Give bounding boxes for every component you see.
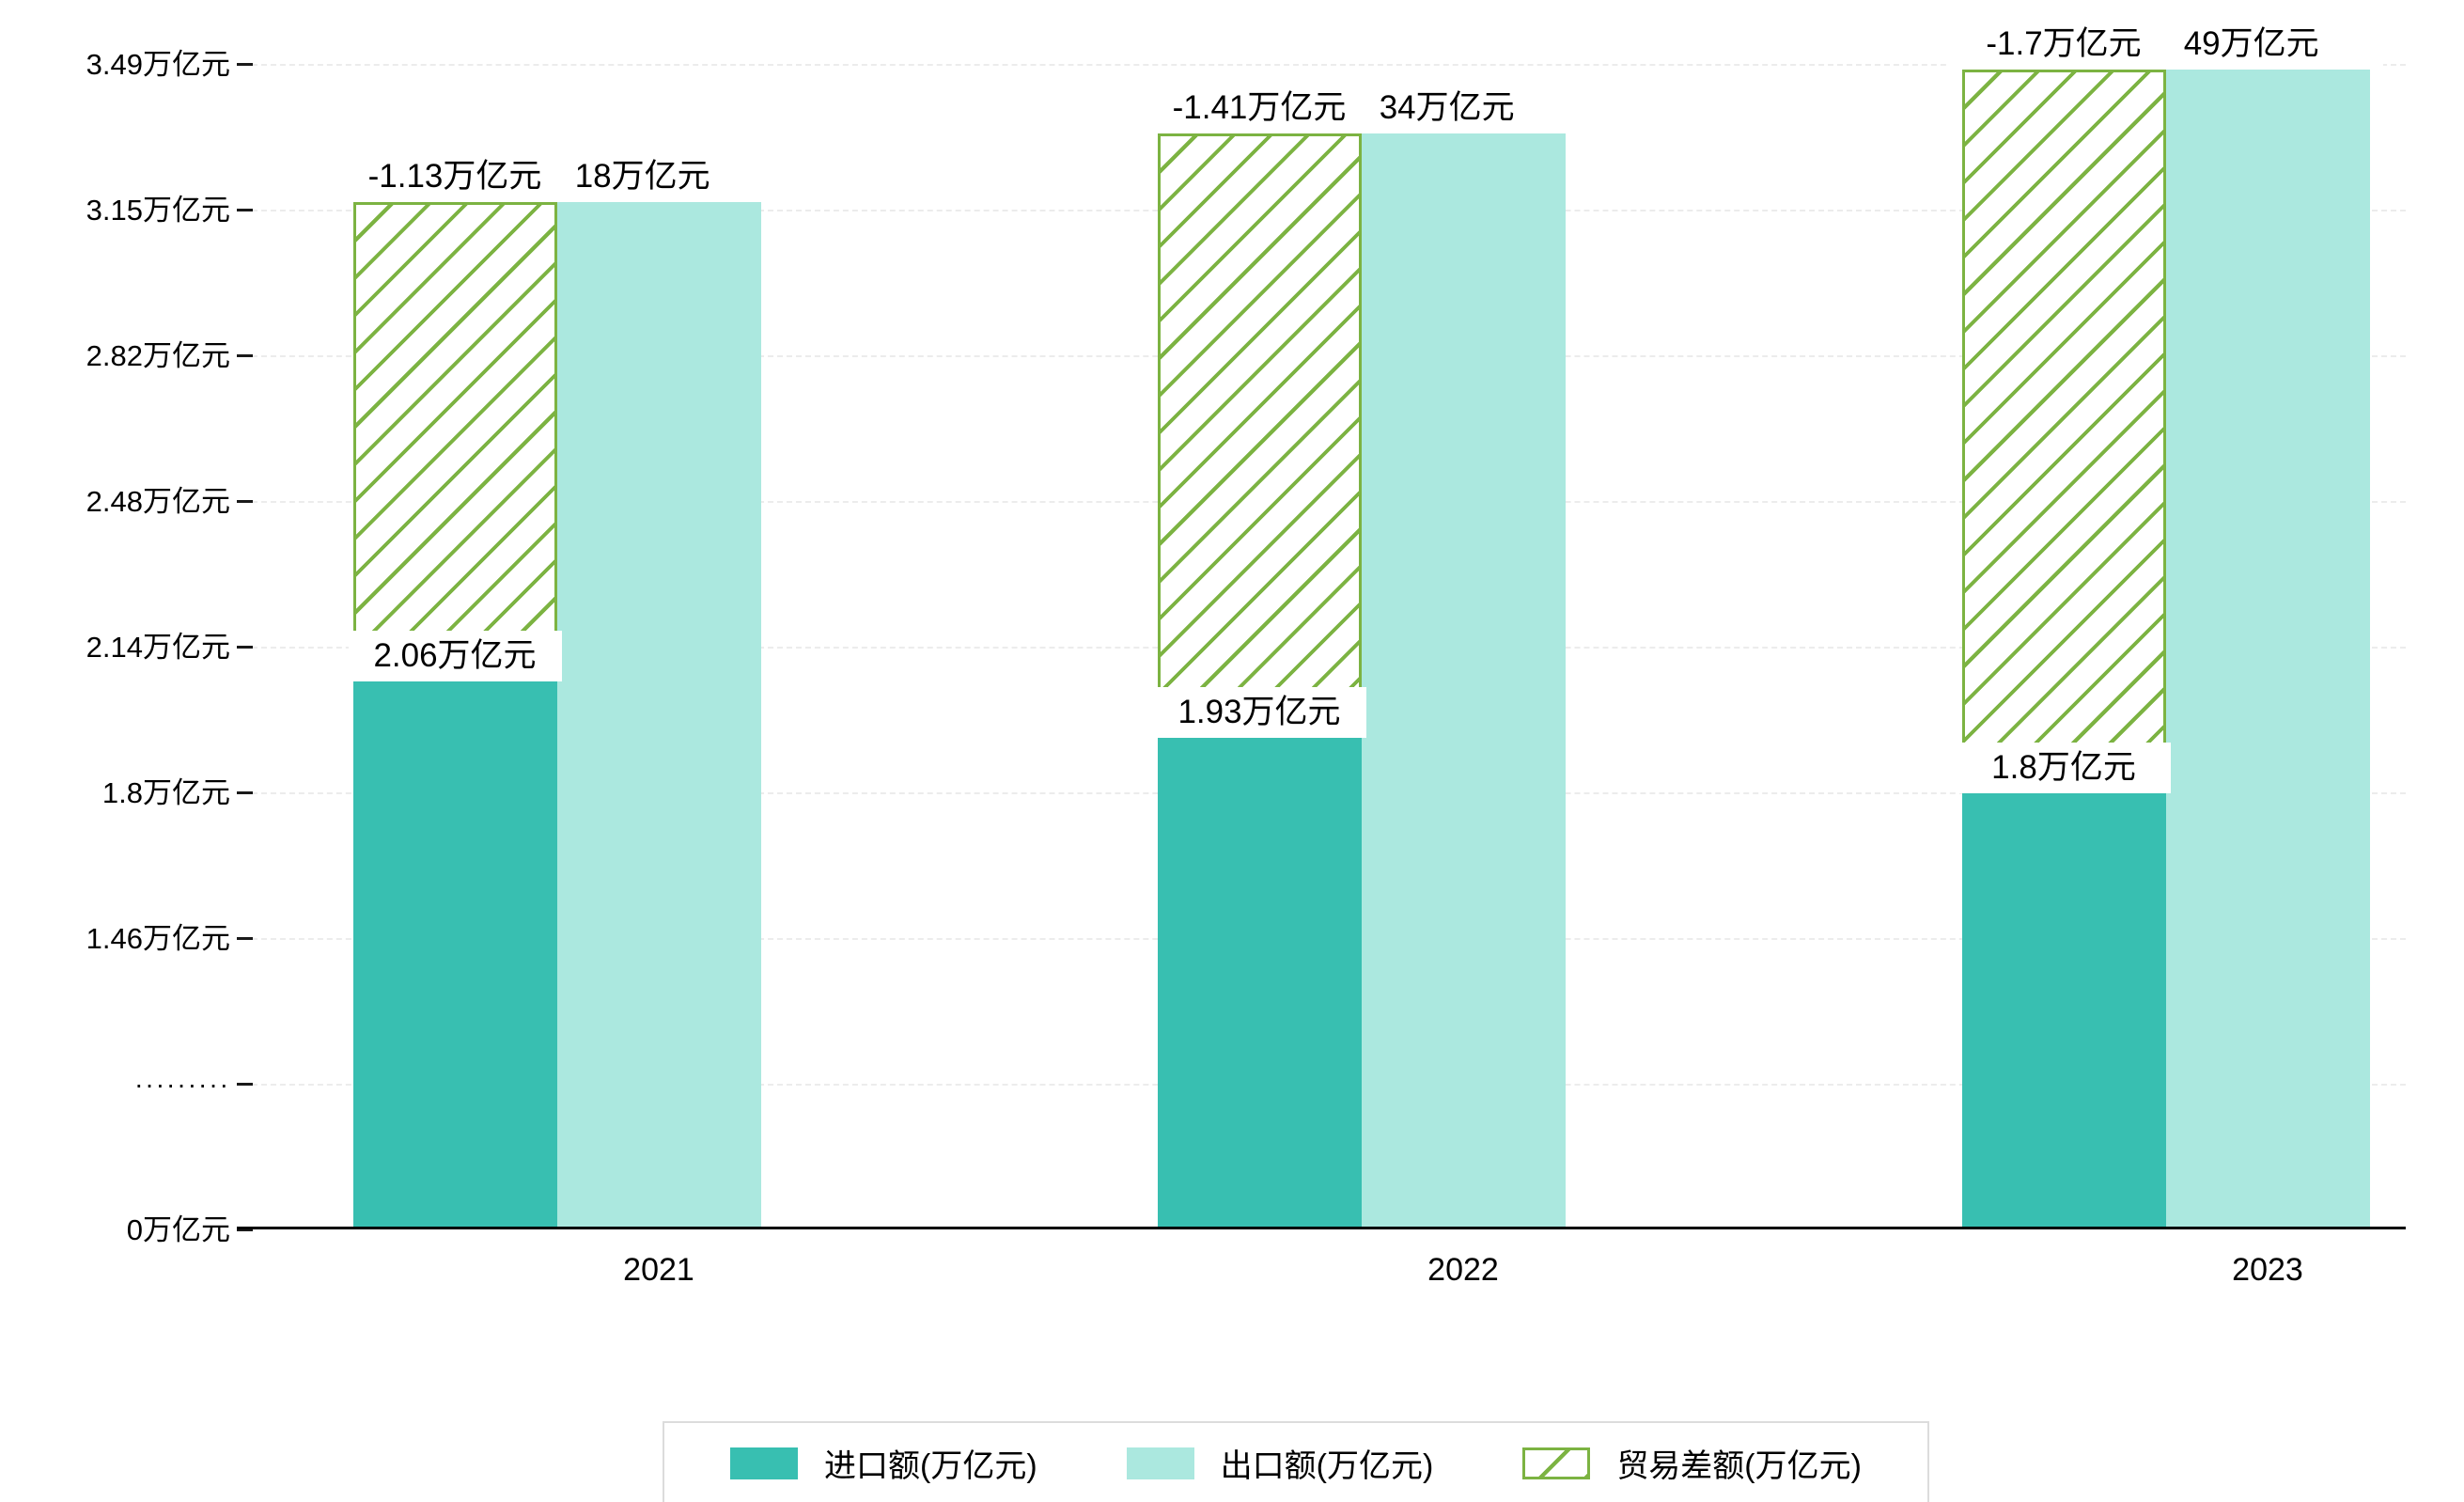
y-axis-tick-label: 3.15万亿元 — [86, 194, 230, 227]
export-bar-2023 — [2165, 69, 2370, 1227]
x-axis-tick-label: 2023 — [2232, 1252, 2303, 1288]
y-axis-tick-label: 1.46万亿元 — [86, 922, 230, 955]
imports-legend-swatch — [730, 1447, 798, 1479]
gridline — [252, 64, 2406, 66]
y-axis-tick-label: 2.48万亿元 — [86, 485, 230, 518]
y-axis-tick — [237, 354, 253, 357]
y-axis-tick-label: 2.82万亿元 — [86, 339, 230, 372]
trade-balance-bar-label-2021: -1.13万亿元 — [336, 150, 573, 202]
y-axis-tick — [237, 791, 253, 794]
y-axis-tick — [237, 209, 253, 211]
exports-legend-label: 出口额(万亿元) — [1220, 1448, 1434, 1484]
legend: 进口额(万亿元) 出口额(万亿元) 贸易差额(万亿元) — [663, 1421, 1929, 1502]
y-axis-tick — [237, 63, 253, 66]
trade-balance-legend-swatch — [1522, 1447, 1591, 1479]
export-bar-label-2022: 3.34万亿元 — [1349, 82, 1579, 133]
import-bar-2022 — [1157, 737, 1362, 1227]
y-axis-tick — [237, 500, 253, 503]
y-axis-tick — [237, 937, 253, 940]
y-axis-tick-label: 0万亿元 — [126, 1213, 230, 1246]
y-axis-tick-label: 3.49万亿元 — [86, 48, 230, 81]
exports-legend-swatch — [1126, 1447, 1194, 1479]
legend-item-imports: 进口额(万亿元) — [730, 1440, 1037, 1486]
export-bar-label-2021: 3.18万亿元 — [545, 150, 774, 202]
trade-balance-bar-label-2022: -1.41万亿元 — [1141, 82, 1378, 133]
y-axis-tick — [237, 646, 253, 649]
trade-balance-legend-label: 贸易差额(万亿元) — [1616, 1448, 1862, 1484]
legend-item-trade-balance: 贸易差额(万亿元) — [1522, 1440, 1862, 1486]
export-bar-2022 — [1361, 133, 1566, 1227]
import-bar-2023 — [1961, 793, 2166, 1227]
import-bar-label-2023: 1.8万亿元 — [1957, 743, 2171, 793]
x-axis-tick-label: 2022 — [1427, 1252, 1499, 1288]
trade-balance-bar-label-2023: -1.7万亿元 — [1945, 18, 2182, 70]
import-bar-label-2021: 2.06万亿元 — [348, 631, 562, 682]
y-axis-tick-label: 2.14万亿元 — [86, 631, 230, 664]
trade-balance-bar-2022 — [1157, 133, 1362, 738]
trade-balance-bar-2021 — [352, 201, 557, 682]
export-bar-label-2023: 3.49万亿元 — [2154, 18, 2383, 70]
import-bar-2021 — [352, 681, 557, 1227]
trade-balance-bar-2023 — [1961, 69, 2166, 793]
x-axis-tick-label: 2021 — [623, 1252, 694, 1288]
y-axis-tick — [237, 1228, 253, 1231]
y-axis-tick-label: 1.8万亿元 — [101, 776, 230, 809]
import-bar-label-2022: 1.93万亿元 — [1152, 686, 1366, 738]
y-axis-break-label: ········· — [134, 1070, 230, 1099]
y-axis-tick — [237, 1083, 253, 1086]
imports-legend-label: 进口额(万亿元) — [824, 1448, 1037, 1484]
export-bar-2021 — [556, 201, 761, 1227]
legend-item-exports: 出口额(万亿元) — [1126, 1440, 1434, 1486]
x-axis-line — [237, 1227, 2406, 1229]
